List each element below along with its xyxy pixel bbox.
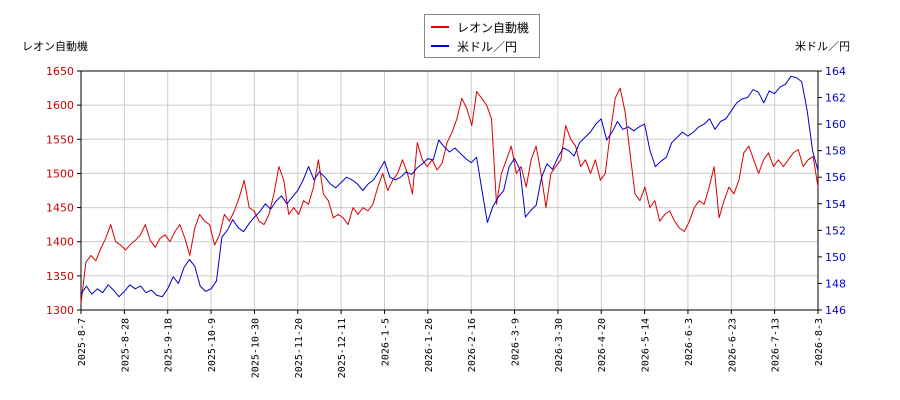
x-tick-label: 2026-3-30: [554, 318, 565, 372]
series-layer: [80, 75, 819, 304]
x-tick-label: 2025-8-28: [120, 318, 131, 372]
legend-swatch-leon: [431, 26, 449, 28]
x-tick-label: 2026-5-14: [641, 318, 652, 372]
x-tick-label: 2026-2-16: [467, 318, 478, 372]
left-tick-label: 1650: [46, 65, 74, 78]
right-tick-label: 162: [825, 92, 846, 105]
plot-frame: [80, 70, 819, 311]
series-line-usdjpy: [80, 75, 819, 298]
legend-item-leon: レオン自動機: [431, 18, 529, 36]
left-tick-label: 1600: [46, 99, 74, 112]
right-tick-label: 146: [825, 304, 846, 317]
x-tick-label: 2026-8-3: [814, 318, 825, 366]
grid-lines: [81, 70, 818, 311]
x-tick-label: 2026-3-9: [511, 318, 522, 366]
left-tick-label: 1450: [46, 202, 74, 215]
x-tick-label: 2026-4-20: [597, 318, 608, 372]
x-tick-label: 2025-12-11: [337, 318, 348, 378]
left-tick-label: 1500: [46, 167, 74, 180]
legend-label-usdjpy: 米ドル／円: [457, 39, 518, 54]
x-tick-label: 2026-1-26: [424, 318, 435, 372]
right-tick-label: 160: [825, 118, 846, 131]
legend: レオン自動機 米ドル／円: [424, 14, 540, 58]
right-tick-label: 150: [825, 251, 846, 264]
left-tick-label: 1400: [46, 236, 74, 249]
right-tick-label: 152: [825, 224, 846, 237]
x-tick-label: 2025-10-9: [207, 318, 218, 372]
right-tick-label: 148: [825, 277, 846, 290]
left-tick-label: 1550: [46, 133, 74, 146]
legend-label-leon: レオン自動機: [457, 20, 530, 35]
x-tick-label: 2026-7-13: [771, 318, 782, 372]
right-tick-label: 156: [825, 171, 846, 184]
x-tick-label: 2025-11-20: [294, 318, 305, 378]
right-tick-label: 158: [825, 145, 846, 158]
x-tick-label: 2025-10-30: [250, 318, 261, 378]
x-tick-label: 2026-1-5: [380, 318, 391, 366]
left-tick-label: 1350: [46, 270, 74, 283]
legend-item-usdjpy: 米ドル／円: [431, 37, 517, 55]
x-tick-label: 2025-9-18: [164, 318, 175, 372]
left-tick-label: 1300: [46, 304, 74, 317]
right-tick-label: 154: [825, 198, 846, 211]
legend-swatch-usdjpy: [431, 45, 449, 47]
x-tick-label: 2025-8-7: [77, 318, 88, 366]
left-axis-title: レオン自動機: [22, 40, 88, 53]
x-tick-label: 2026-6-3: [684, 318, 695, 366]
right-tick-label: 164: [825, 65, 846, 78]
right-axis-title: 米ドル／円: [795, 40, 850, 53]
axis-ticks: 1300 1350 1400 1450 1500 1550 1600 1650 146 148 15…: [46, 65, 846, 378]
x-tick-label: 2026-6-23: [727, 318, 738, 372]
series-line-leon: [80, 87, 819, 304]
